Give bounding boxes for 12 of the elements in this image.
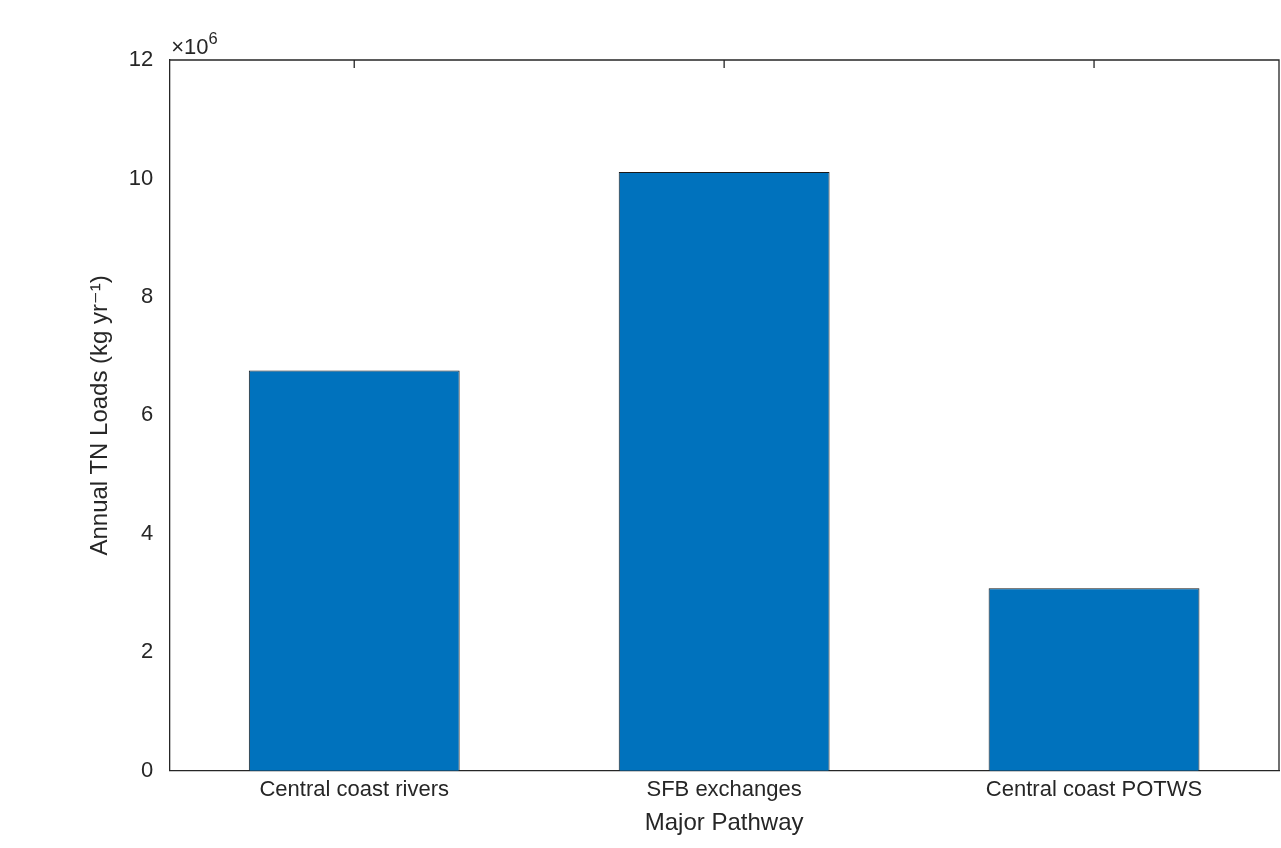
y-tick-label: 6 [141, 401, 154, 427]
y-axis-title: Annual TN Loads (kg yr⁻¹) [85, 275, 113, 556]
x-tick-label: Central coast rivers [259, 776, 449, 802]
y-tick-label: 0 [141, 756, 154, 782]
x-axis-title: Major Pathway [644, 808, 804, 836]
y-tick-label: 10 [128, 164, 154, 190]
x-tick-label: Central coast POTWS [985, 776, 1203, 802]
y-tick-label: 8 [141, 283, 154, 308]
y-tick-label: 2 [141, 638, 154, 664]
x-tick-label: SFB exchanges [646, 776, 802, 802]
y-tick-label: 12 [128, 46, 154, 72]
y-tick-label: 4 [141, 519, 154, 545]
